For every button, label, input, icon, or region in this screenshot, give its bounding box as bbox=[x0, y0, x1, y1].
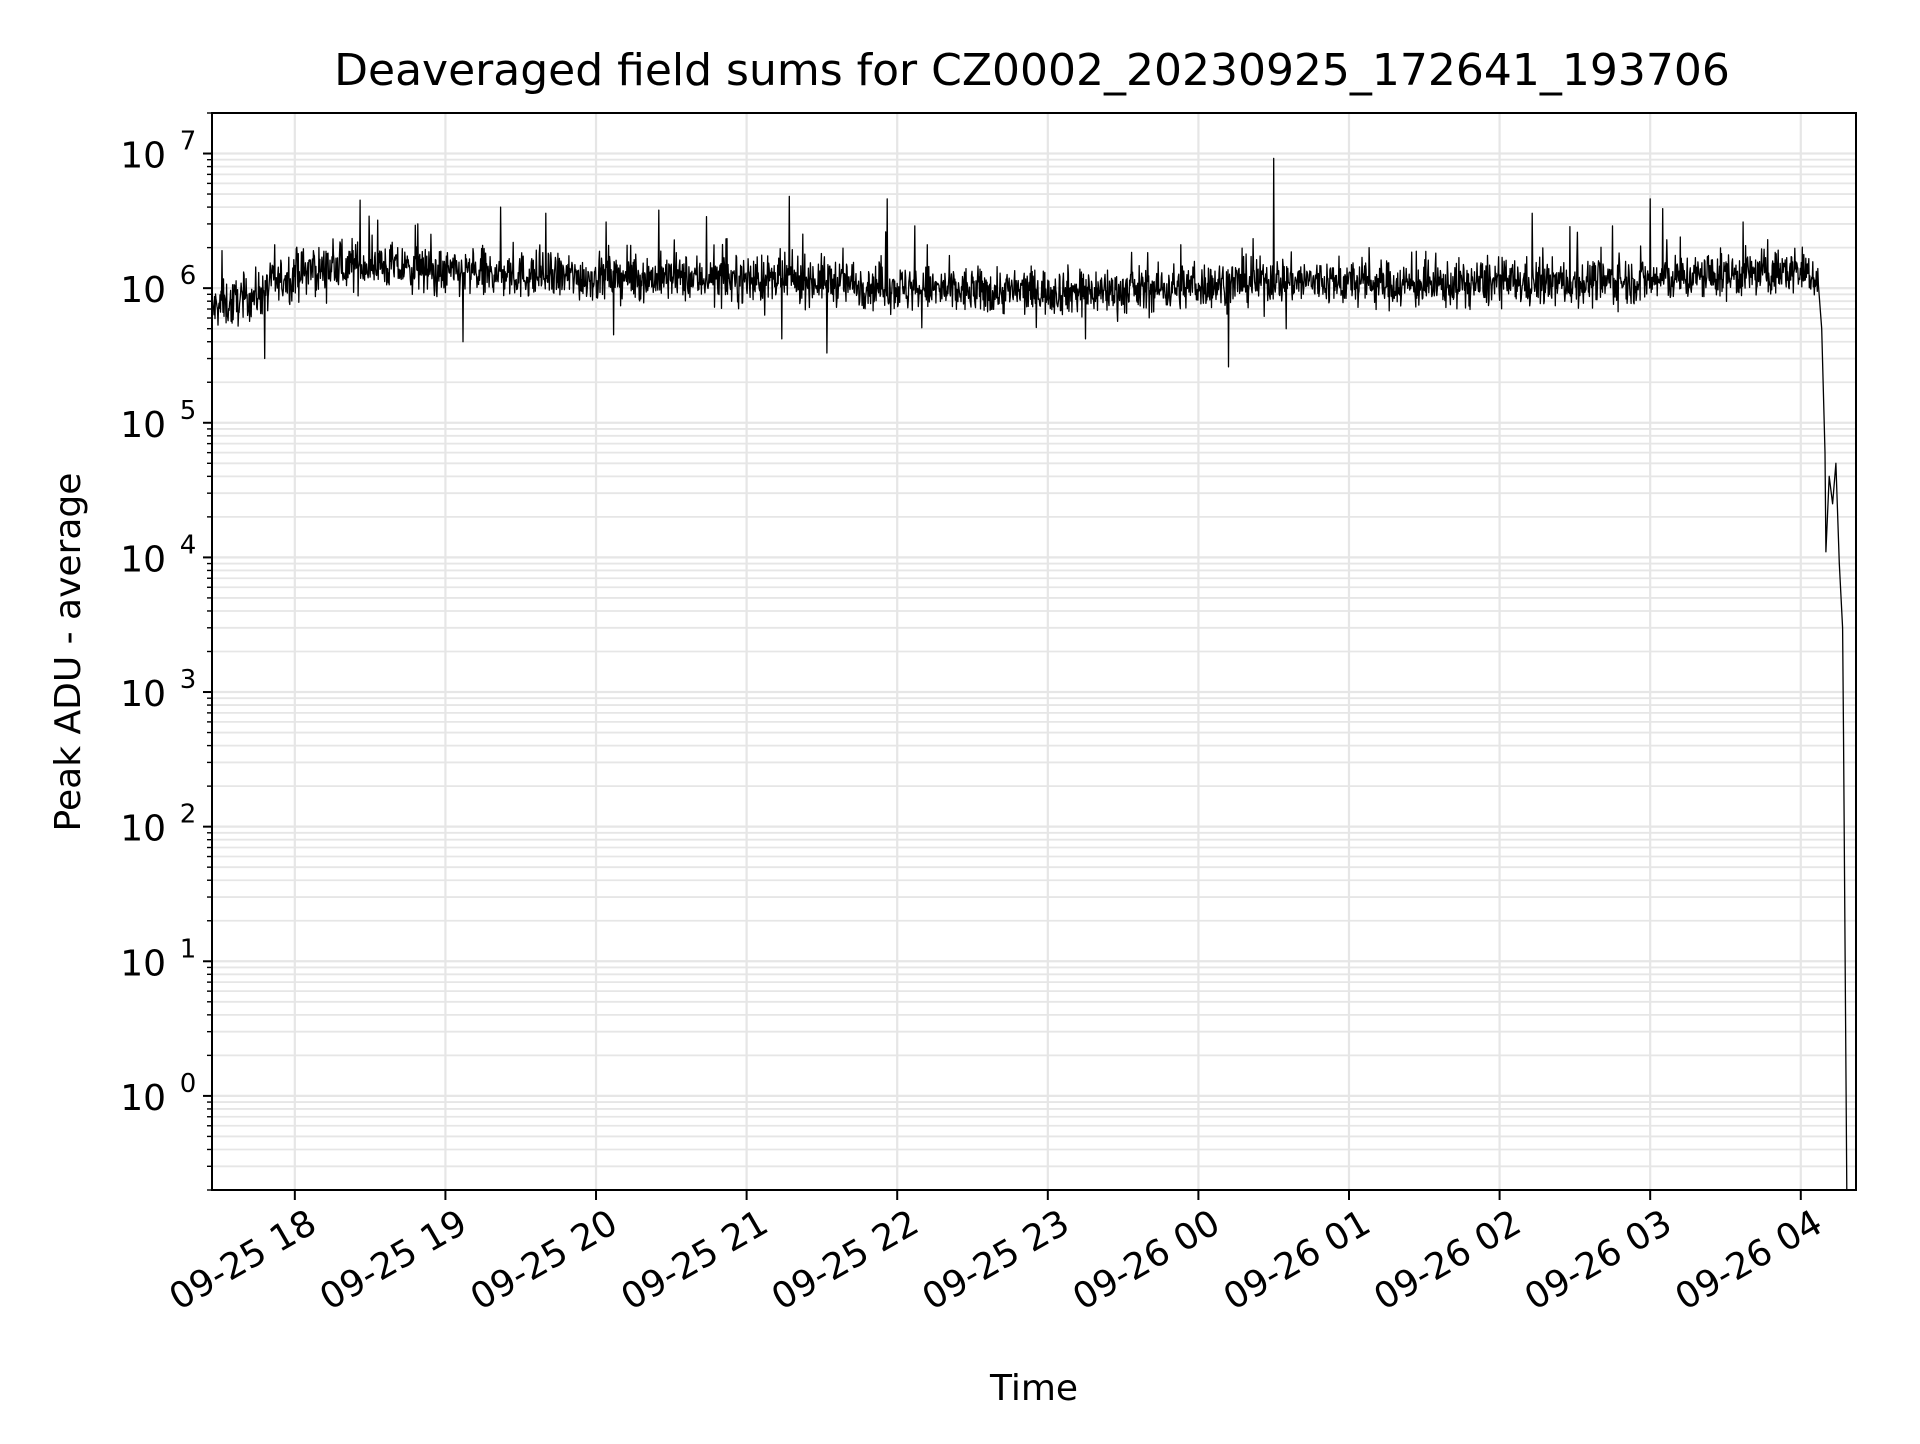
y-tick-label: 10 bbox=[120, 809, 166, 850]
y-tick-label-base: 10 bbox=[120, 809, 166, 850]
y-axis: 10 0 10 1 10 2 10 3 10 4 10 5 10 6 10 7 bbox=[120, 112, 212, 1191]
plot-area bbox=[211, 157, 1848, 1191]
y-tick-label-exponent: 3 bbox=[180, 665, 197, 695]
y-tick-label-exponent: 4 bbox=[180, 530, 197, 560]
y-tick-label-base: 10 bbox=[120, 674, 166, 715]
y-tick-label-exponent: 1 bbox=[180, 934, 197, 964]
y-tick-label-base: 10 bbox=[120, 270, 166, 311]
y-tick-label: 10 bbox=[120, 539, 166, 580]
y-tick-label-exponent: 6 bbox=[180, 261, 197, 291]
y-tick-label-base: 10 bbox=[120, 943, 166, 984]
y-tick-label: 10 bbox=[120, 1078, 166, 1119]
y-tick-label-base: 10 bbox=[120, 405, 166, 446]
y-axis-label: Peak ADU - average bbox=[48, 473, 89, 832]
chart-title: Deaveraged field sums for CZ0002_2023092… bbox=[334, 45, 1730, 96]
y-tick-label: 10 bbox=[120, 270, 166, 311]
y-tick-label: 10 bbox=[120, 405, 166, 446]
y-tick-label-base: 10 bbox=[120, 136, 166, 177]
y-tick-label: 10 bbox=[120, 674, 166, 715]
y-tick-label: 10 bbox=[120, 136, 166, 177]
y-tick-label: 10 bbox=[120, 943, 166, 984]
y-tick-label-base: 10 bbox=[120, 1078, 166, 1119]
y-tick-label-exponent: 5 bbox=[180, 396, 197, 426]
x-axis-label: Time bbox=[989, 1368, 1078, 1409]
y-tick-label-exponent: 2 bbox=[180, 800, 197, 830]
y-tick-label-exponent: 7 bbox=[180, 127, 197, 157]
grid bbox=[212, 112, 1856, 1191]
y-tick-label-base: 10 bbox=[120, 539, 166, 580]
y-tick-label-exponent: 0 bbox=[180, 1069, 197, 1099]
series-line bbox=[211, 157, 1848, 1191]
